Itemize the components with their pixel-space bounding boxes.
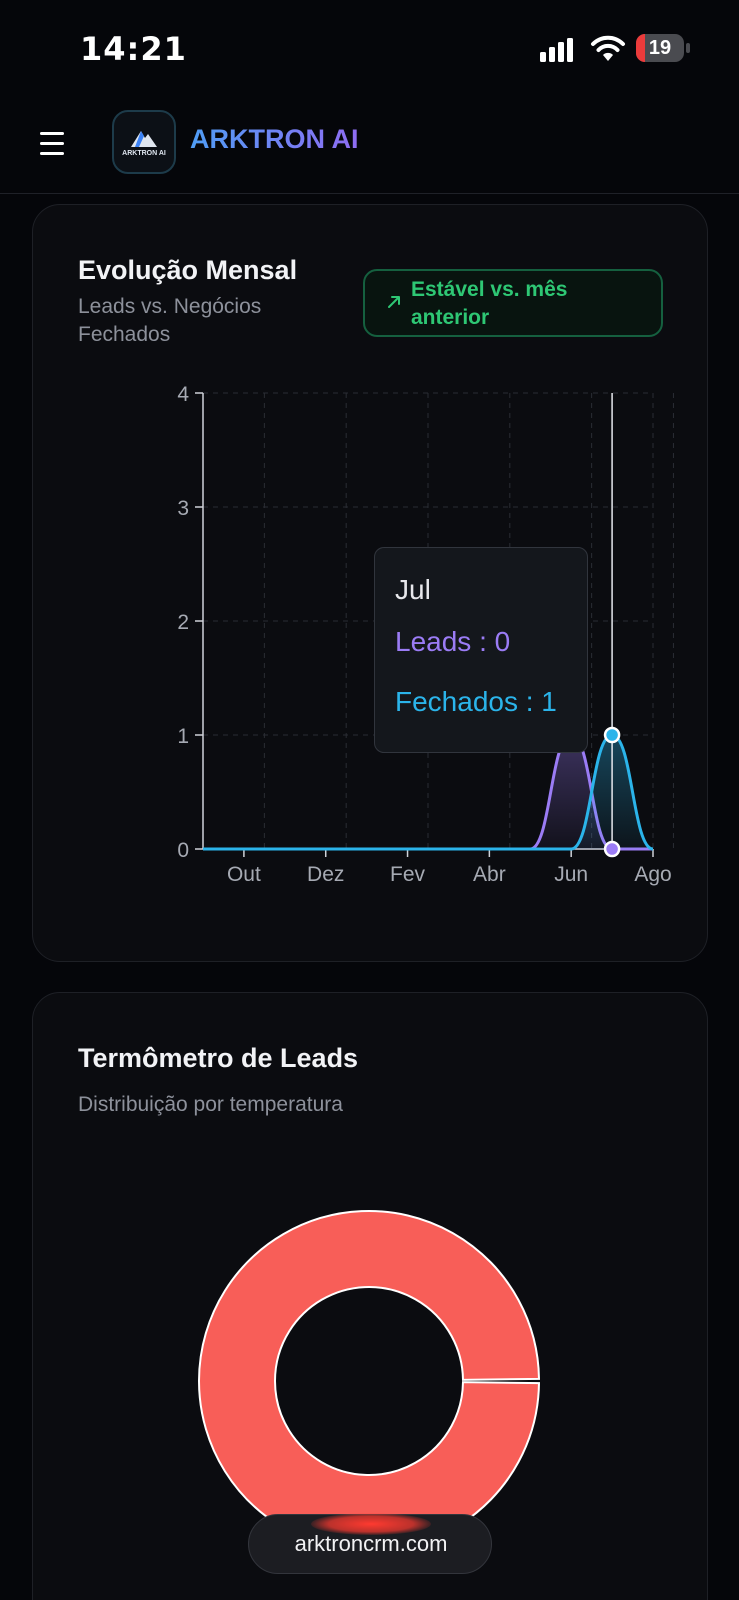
y-tick-label: 3 bbox=[177, 497, 189, 520]
leads-thermometer-card: Termômetro de Leads Distribuição por tem… bbox=[32, 992, 708, 1600]
wifi-icon bbox=[591, 35, 625, 61]
donut-slice bbox=[198, 1210, 541, 1552]
app-header: ARKTRON AI ARKTRON AI bbox=[0, 100, 739, 194]
logo[interactable]: ARKTRON AI bbox=[112, 110, 176, 174]
card-title: Evolução Mensal bbox=[78, 255, 298, 285]
fechados-area bbox=[203, 735, 653, 849]
x-tick-label: Ago bbox=[634, 863, 671, 886]
tooltip-leads: Leads : 0 bbox=[395, 626, 511, 657]
brand-name[interactable]: ARKTRON AI bbox=[190, 124, 359, 154]
url-text: arktroncrm.com bbox=[294, 1531, 448, 1556]
fechados-active-dot bbox=[603, 726, 621, 744]
y-tick-label: 4 bbox=[177, 383, 189, 406]
cellular-signal-icon bbox=[540, 38, 573, 62]
tooltip-fechados: Fechados : 1 bbox=[395, 686, 557, 717]
monthly-evolution-chart[interactable]: 0 1 2 3 4 Out Dez Fev Abr Jun Ago bbox=[33, 205, 709, 963]
y-tick-label: 2 bbox=[177, 611, 189, 634]
leads-donut-chart[interactable] bbox=[33, 993, 709, 1600]
y-tick-label: 0 bbox=[177, 839, 189, 862]
tooltip-label: Jul bbox=[395, 574, 431, 605]
x-tick-label: Dez bbox=[307, 863, 344, 886]
x-tick-label: Fev bbox=[390, 863, 426, 886]
battery-indicator: 19 bbox=[636, 34, 690, 62]
status-bar: 14:21 19 bbox=[0, 0, 739, 100]
card-subtitle: Distribuição por temperatura bbox=[78, 1093, 343, 1116]
hamburger-icon bbox=[40, 131, 64, 135]
status-time: 14:21 bbox=[80, 30, 187, 68]
menu-button[interactable] bbox=[40, 126, 74, 160]
leads-area bbox=[203, 735, 653, 849]
fechados-line bbox=[203, 733, 654, 851]
y-tick-label: 1 bbox=[177, 725, 189, 748]
trend-badge: Estável vs. mês anterior bbox=[363, 269, 663, 337]
x-tick-label: Abr bbox=[473, 863, 506, 886]
leads-active-dot bbox=[603, 840, 621, 858]
x-tick-label: Out bbox=[227, 863, 261, 886]
card-title: Termômetro de Leads bbox=[78, 1043, 359, 1073]
trend-badge-text: Estável vs. mês anterior bbox=[411, 278, 568, 329]
logo-mountain-icon bbox=[131, 131, 157, 147]
battery-level: 19 bbox=[648, 37, 672, 59]
x-tick-label: Jun bbox=[554, 863, 588, 886]
browser-url-bar[interactable]: arktroncrm.com bbox=[248, 1513, 492, 1574]
chart-tooltip: Jul Leads : 0 Fechados : 1 bbox=[374, 547, 588, 753]
arrow-up-right-icon bbox=[388, 296, 400, 308]
logo-text: ARKTRON AI bbox=[122, 150, 166, 157]
monthly-evolution-card: Evolução Mensal Leads vs. Negócios Fecha… bbox=[32, 204, 708, 962]
card-subtitle: Leads vs. Negócios Fechados bbox=[78, 295, 262, 346]
